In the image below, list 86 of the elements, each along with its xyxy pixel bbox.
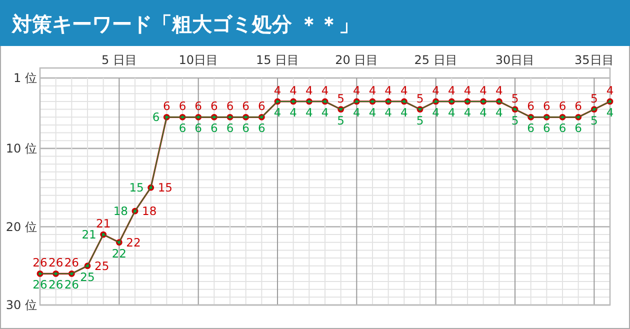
- data-label: 4: [321, 83, 329, 98]
- data-label: 6: [226, 99, 234, 114]
- data-label: 6: [527, 99, 534, 114]
- data-label: 5: [511, 91, 519, 106]
- data-label: 25: [80, 270, 95, 284]
- data-label: 6: [258, 121, 266, 136]
- data-label: 4: [464, 83, 472, 98]
- x-tick-label: 30日目: [495, 53, 535, 67]
- data-label: 4: [496, 105, 503, 120]
- data-label: 6: [558, 99, 566, 114]
- data-label: 26: [48, 278, 64, 292]
- data-label: 5: [337, 113, 344, 128]
- data-label: 4: [306, 105, 313, 120]
- data-label: 5: [590, 113, 598, 128]
- data-label: 25: [94, 258, 110, 273]
- data-label: 26: [64, 256, 79, 270]
- data-label: 21: [82, 228, 96, 242]
- data-label: 4: [321, 105, 329, 120]
- data-label: 6: [210, 121, 218, 136]
- y-tick-label: 30 位: [6, 298, 37, 312]
- data-label: 4: [606, 83, 614, 98]
- data-label: 21: [96, 216, 111, 231]
- data-label: 4: [480, 83, 487, 98]
- data-label: 22: [126, 235, 141, 250]
- data-label: 4: [432, 83, 440, 98]
- data-label: 6: [543, 99, 550, 114]
- data-label: 6: [242, 99, 250, 114]
- data-label: 4: [606, 105, 614, 120]
- data-label: 6: [178, 99, 186, 114]
- data-label: 15: [129, 180, 144, 195]
- data-label: 6: [210, 99, 218, 114]
- data-label: 5: [590, 91, 598, 106]
- data-label: 6: [574, 121, 582, 136]
- data-label: 6: [178, 121, 186, 136]
- data-label: 26: [48, 256, 64, 270]
- x-tick-label: 15 日目: [256, 53, 300, 67]
- x-tick-label: 5 日目: [101, 53, 137, 67]
- data-label: 4: [400, 83, 408, 98]
- data-label: 4: [480, 105, 487, 120]
- data-label: 6: [258, 99, 266, 114]
- data-label: 15: [158, 180, 172, 195]
- data-label: 5: [416, 91, 424, 106]
- data-label: 4: [306, 83, 313, 98]
- data-label: 18: [142, 204, 157, 218]
- data-label: 5: [511, 113, 519, 128]
- data-label: 5: [337, 91, 344, 106]
- data-label: 26: [64, 278, 79, 292]
- data-label: 6: [527, 121, 534, 136]
- x-tick-label: 10日目: [178, 53, 218, 67]
- data-label: 22: [112, 246, 126, 260]
- data-label: 6: [242, 121, 250, 136]
- data-label: 4: [400, 105, 408, 120]
- data-label: 4: [384, 83, 392, 98]
- x-tick-label: 25 日目: [414, 53, 458, 67]
- y-tick-label: 1 位: [14, 71, 37, 86]
- y-tick-label: 20 位: [6, 220, 37, 234]
- x-tick-label: 20 日目: [335, 53, 378, 67]
- data-label: 4: [384, 105, 392, 120]
- data-label: 4: [448, 83, 456, 98]
- data-label: 26: [32, 278, 48, 292]
- data-label: 4: [448, 105, 456, 120]
- data-label: 6: [194, 121, 202, 136]
- data-label: 6: [574, 99, 582, 114]
- y-tick-label: 10 位: [6, 142, 37, 156]
- data-label: 6: [558, 121, 566, 136]
- data-label: 4: [290, 83, 297, 98]
- data-label: 4: [432, 105, 440, 120]
- data-label: 4: [290, 105, 297, 120]
- data-label: 4: [353, 83, 360, 98]
- data-label: 4: [464, 105, 472, 120]
- data-label: 4: [368, 105, 376, 120]
- data-label: 6: [226, 121, 234, 136]
- data-label: 5: [416, 113, 424, 128]
- data-label: 6: [163, 99, 170, 114]
- data-label: 4: [274, 105, 282, 120]
- x-tick-label: 35日目: [574, 53, 614, 67]
- chart-title: 対策キーワード「粗大ゴミ処分 ＊＊」: [11, 12, 359, 36]
- data-label: 4: [496, 83, 503, 98]
- data-label: 4: [353, 105, 360, 120]
- data-label: 6: [194, 99, 202, 114]
- data-label: 4: [274, 83, 282, 98]
- data-label: 18: [113, 204, 128, 218]
- data-label: 6: [152, 110, 160, 124]
- data-label: 26: [32, 256, 48, 270]
- data-label: 4: [368, 83, 376, 98]
- data-label: 6: [543, 121, 550, 136]
